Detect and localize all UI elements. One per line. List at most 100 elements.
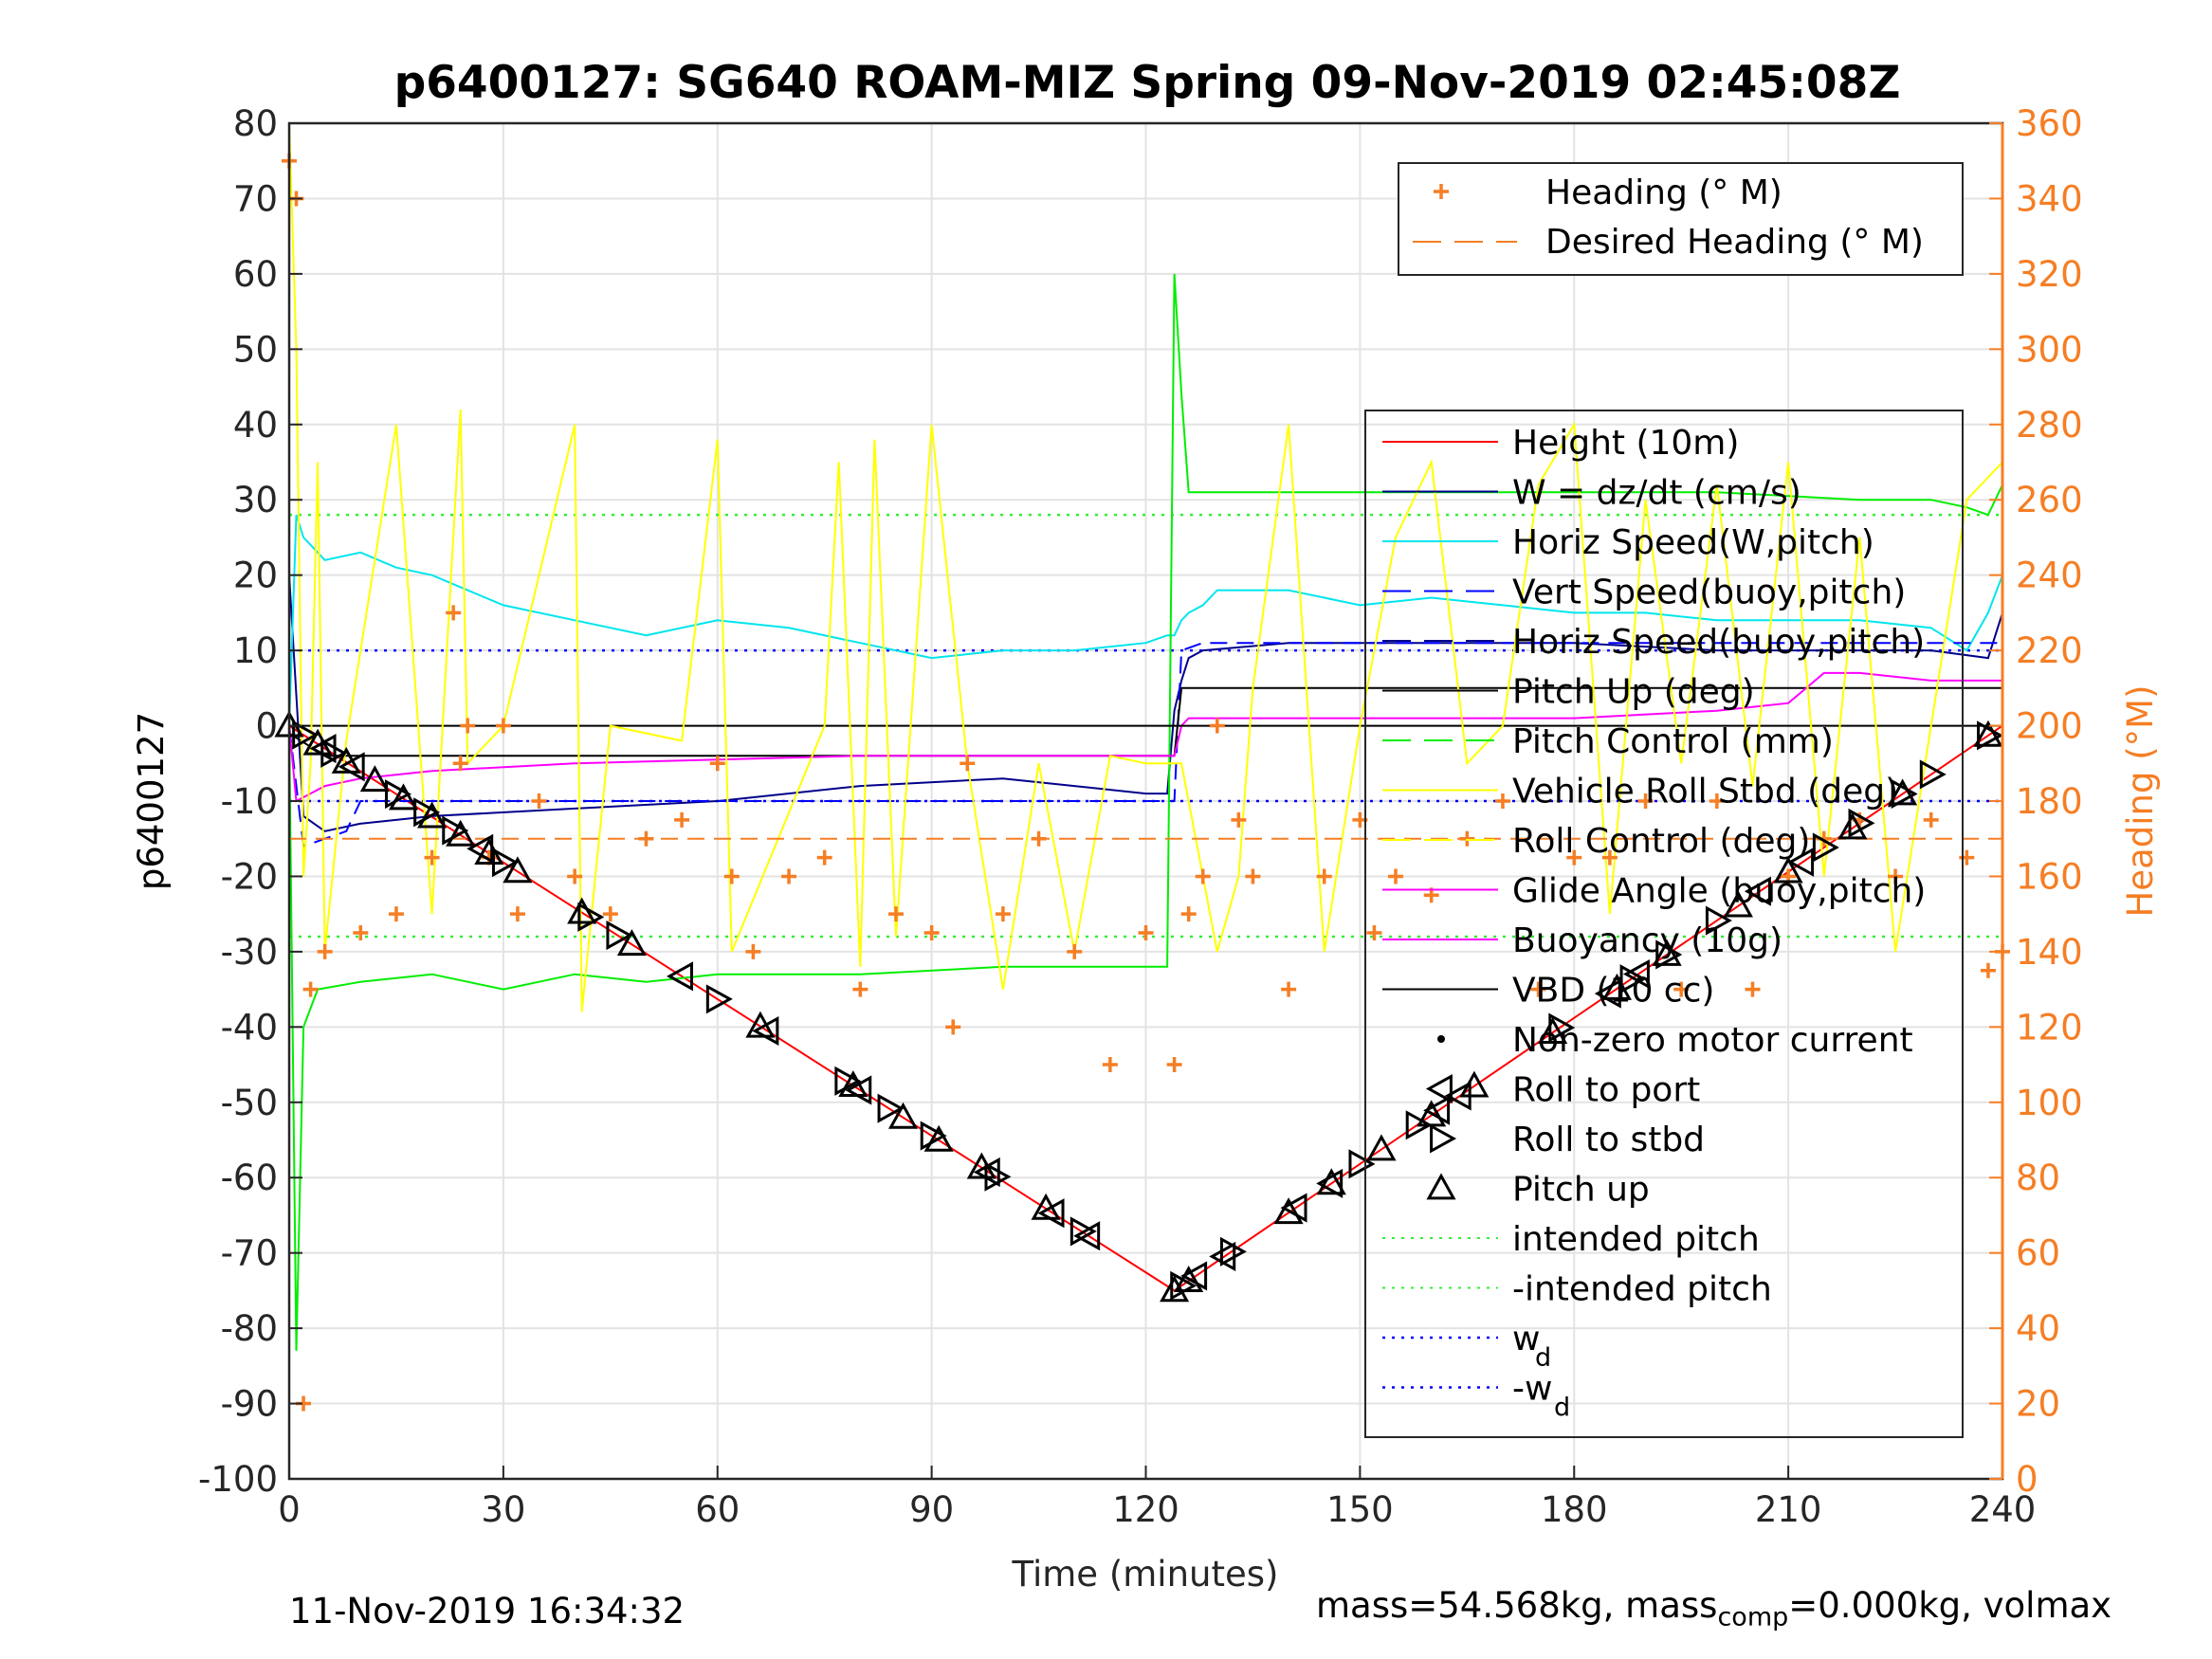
- pitch-up-marker: [359, 765, 390, 793]
- heading-point: [1566, 849, 1582, 866]
- roll-stbd-marker: [1705, 905, 1732, 936]
- roll-stbd-marker: [920, 1121, 947, 1151]
- roll-port-marker: [1594, 978, 1621, 1009]
- y-right-tick-label: 20: [2016, 1384, 2060, 1425]
- roll-stbd-marker: [1405, 1110, 1433, 1140]
- legend-entry: Horiz Speed(buoy,pitch): [1512, 623, 1925, 662]
- y-right-tick-label: 340: [2016, 178, 2083, 219]
- x-axis-label: Time (minutes): [1012, 1554, 1279, 1595]
- heading-point: [781, 868, 797, 884]
- roll-stbd-marker: [606, 921, 633, 951]
- legend-main-box: [1364, 410, 1964, 1438]
- pitch-up-marker: [1723, 890, 1753, 918]
- y-tick-label: 0: [255, 706, 278, 747]
- y-axis-right-label: Heading (°M): [2120, 684, 2161, 917]
- heading-point: [452, 756, 468, 772]
- legend-entry: Pitch Control (mm): [1512, 722, 1834, 761]
- legend-entry: w: [1512, 1320, 1540, 1358]
- roll-port-marker: [845, 1075, 872, 1105]
- roll-port-marker: [1444, 1081, 1472, 1111]
- pitch-up-marker: [887, 1102, 919, 1129]
- heading-point: [353, 925, 369, 941]
- roll-stbd-marker: [292, 720, 320, 750]
- roll-stbd-marker: [385, 779, 412, 810]
- roll-stbd-marker: [1848, 808, 1875, 838]
- x-tick-label: 180: [1541, 1489, 1608, 1530]
- heading-point: [1980, 962, 1996, 978]
- y-tick-label: -100: [198, 1459, 278, 1500]
- pitch-up-marker: [503, 856, 533, 884]
- y-right-tick-label: 240: [2016, 556, 2083, 596]
- roll-stbd-marker: [1977, 720, 2004, 751]
- heading-point: [1709, 793, 1725, 809]
- heading-point: [1673, 981, 1690, 997]
- y-tick-label: -80: [221, 1308, 278, 1349]
- heading-point: [674, 811, 690, 828]
- heading-point: [1959, 849, 1975, 866]
- heading-point: [1388, 868, 1404, 884]
- x-tick-label: 150: [1326, 1489, 1394, 1530]
- legend-entry: Vert Speed(buoy,pitch): [1512, 574, 1906, 612]
- heading-point: [1888, 868, 1904, 884]
- heading-point: [887, 906, 904, 922]
- roll-stbd-marker: [984, 1161, 1012, 1192]
- roll-stbd-marker: [491, 848, 519, 878]
- y-tick-label: 30: [233, 480, 278, 520]
- roll-stbd-marker: [1891, 778, 1918, 810]
- roll-port-marker: [1423, 1095, 1451, 1125]
- legend-main: Height (10m) W = dz/dt (cm/s) Horiz Speed(…: [1364, 410, 1964, 1438]
- chart-title: p6400127: SG640 ROAM-MIZ Spring 09-Nov-2…: [394, 57, 1901, 109]
- y-tick-label: 50: [233, 329, 278, 370]
- roll-port-marker: [1787, 847, 1815, 877]
- mass-sub: comp: [1717, 1602, 1789, 1632]
- legend-entry: Roll to stbd: [1512, 1121, 1705, 1159]
- heading-point: [1745, 981, 1761, 997]
- legend-entry: Pitch Up (deg): [1512, 673, 1755, 712]
- legend-entry: -intended pitch: [1512, 1270, 1772, 1309]
- legend-entry-sub: d: [1554, 1394, 1570, 1423]
- heading-point: [923, 925, 940, 941]
- heading-point: [816, 849, 832, 866]
- heading-point: [567, 868, 583, 884]
- legend-heading: Heading (° M) Desired Heading (° M): [1398, 162, 1964, 276]
- heading-point: [945, 1019, 961, 1035]
- y-right-tick-label: 140: [2016, 932, 2083, 973]
- x-tick-label: 0: [278, 1489, 301, 1530]
- series-line: [288, 122, 2003, 1012]
- heading-point: [317, 943, 333, 959]
- y-tick-label: -50: [221, 1083, 278, 1123]
- y-right-tick-label: 0: [2016, 1459, 2038, 1500]
- roll-stbd-marker: [1069, 1216, 1097, 1247]
- y-tick-label: -40: [221, 1007, 278, 1048]
- pitch-up-marker: [1652, 939, 1682, 966]
- y-right-tick-label: 320: [2016, 254, 2083, 295]
- y-right-tick-label: 160: [2016, 856, 2083, 897]
- roll-stbd-marker: [1348, 1149, 1376, 1179]
- pitch-up-marker: [1366, 1134, 1397, 1161]
- y-right-tick-label: 60: [2016, 1233, 2060, 1274]
- legend-entry: Roll to port: [1512, 1071, 1700, 1110]
- heading-point: [531, 793, 547, 809]
- pitch-up-marker: [1538, 1017, 1568, 1045]
- pitch-up-marker: [1888, 778, 1918, 806]
- heading-point: [509, 906, 525, 922]
- footer-mass: mass=54.568kg, masscomp=0.000kg, volmax: [1316, 1585, 2111, 1632]
- series-line: [288, 671, 2002, 803]
- heading-point: [602, 906, 618, 922]
- roll-stbd-marker: [1619, 964, 1647, 994]
- y-right-tick-label: 300: [2016, 329, 2083, 370]
- roll-stbd-marker: [1548, 1012, 1576, 1043]
- pitch-up-marker: [417, 801, 448, 829]
- legend-entry: Glide Angle (buoy,pitch): [1512, 872, 1926, 911]
- heading-point: [995, 906, 1011, 922]
- timestamp-text: 11-Nov-2019 16:34:32: [289, 1591, 686, 1632]
- roll-stbd-marker: [834, 1066, 862, 1096]
- roll-stbd-marker: [577, 902, 605, 932]
- pitch-up-marker: [446, 819, 476, 847]
- roll-port-marker: [667, 961, 694, 992]
- legend-heading-entry: Heading (° M): [1545, 173, 1782, 212]
- roll-port-marker: [752, 1015, 779, 1047]
- legend-entry: W = dz/dt (cm/s): [1512, 474, 1801, 513]
- y-right-tick-label: 200: [2016, 706, 2083, 747]
